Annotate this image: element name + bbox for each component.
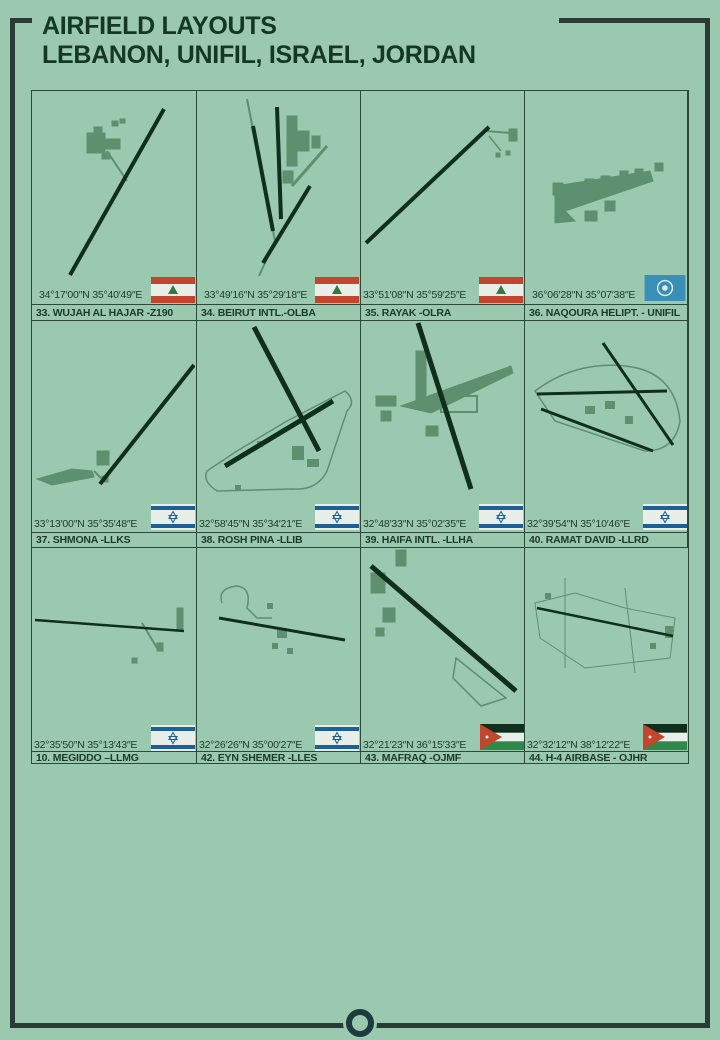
airfield-name: 10. MEGIDDO –LLMG <box>36 752 139 764</box>
coordinates: 33°49′16″N 35°29′18″E <box>204 289 308 301</box>
airfield-name: 37. SHMONA -LLKS <box>36 534 131 546</box>
airfield-map <box>552 162 664 224</box>
airfield-cell-beirut: 33°49′16″N 35°29′18″E 34. BEIRUT INTL.-O… <box>197 91 361 321</box>
label-divider <box>32 304 196 305</box>
airfield-name: 42. EYN SHEMER -LLES <box>201 752 318 764</box>
airfield-cell-rosh-pina: 32°58′45″N 35°34′21″E 38. ROSH PINA -LLI… <box>197 321 361 548</box>
airfield-name: 34. BEIRUT INTL.-OLBA <box>201 307 316 319</box>
label-divider <box>361 751 524 752</box>
coordinates: 32°48′33″N 35°02′35″E <box>363 518 467 530</box>
coordinates: 33°51′08″N 35°59′25″E <box>363 289 467 301</box>
israel-flag-icon <box>315 725 359 751</box>
label-divider <box>197 751 360 752</box>
label-divider <box>525 751 688 752</box>
coordinates: 34°17′00″N 35°40′49″E <box>39 289 143 301</box>
lebanon-flag-icon <box>315 277 359 303</box>
airfield-map <box>369 549 518 707</box>
coordinates: 32°58′45″N 35°34′21″E <box>199 518 303 530</box>
coordinates: 32°35′50″N 35°13′43″E <box>34 739 138 751</box>
page-title: AIRFIELD LAYOUTS LEBANON, UNIFIL, ISRAEL… <box>42 12 476 70</box>
airfield-cell-megiddo: 32°35′50″N 35°13′43″E 10. MEGIDDO –LLMG <box>32 548 197 764</box>
label-divider <box>32 751 196 752</box>
airfield-cell-wujah-al-hajar: 34°17′00″N 35°40′49″E 33. WUJAH AL HAJAR… <box>32 91 197 321</box>
label-divider <box>32 532 196 533</box>
israel-flag-icon <box>643 504 687 530</box>
airfield-name: 44. H-4 AIRBASE - OJHR <box>529 752 648 764</box>
label-divider <box>361 304 524 305</box>
airfield-name: 36. NAQOURA HELIPT. - UNIFIL <box>529 307 680 319</box>
un-flag-icon <box>644 275 686 301</box>
coordinates: 36°06′28″N 35°07′38″E <box>532 289 636 301</box>
airfield-map <box>35 363 195 486</box>
airfield-cell-shmona: 33°13′00″N 35°35′48″E 37. SHMONA -LLKS <box>32 321 197 548</box>
israel-flag-icon <box>479 504 523 530</box>
airfield-name: 35. RAYAK -OLRA <box>365 307 452 319</box>
coordinates: 32°26′26″N 35°00′27″E <box>199 739 303 751</box>
coordinates: 32°21′23″N 36°15′33″E <box>363 739 467 751</box>
airfield-map <box>534 578 676 674</box>
airfield-name: 33. WUJAH AL HAJAR -Z190 <box>36 307 173 319</box>
airfield-map <box>246 98 329 276</box>
lebanon-flag-icon <box>151 277 195 303</box>
coordinates: 32°39′54″N 35°10′46″E <box>527 518 631 530</box>
airfield-map <box>205 325 353 492</box>
jordan-flag-icon <box>480 724 524 750</box>
title-line-2: LEBANON, UNIFIL, ISRAEL, JORDAN <box>42 41 476 69</box>
jordan-flag-icon <box>643 724 687 750</box>
label-divider <box>525 304 687 305</box>
airfield-cell-mafraq: 32°21′23″N 36°15′33″E 43. MAFRAQ -OJMF <box>361 548 525 764</box>
airfield-grid: 34°17′00″N 35°40′49″E 33. WUJAH AL HAJAR… <box>31 90 689 764</box>
israel-flag-icon <box>151 725 195 751</box>
israel-flag-icon <box>315 504 359 530</box>
airfield-cell-naqoura: 36°06′28″N 35°07′38″E 36. NAQOURA HELIPT… <box>525 91 688 321</box>
airfield-cell-h4-airbase: 32°32′12″N 38°12′22″E 44. H-4 AIRBASE - … <box>525 548 688 764</box>
airfield-map <box>364 125 518 245</box>
frame-top-right <box>559 18 710 23</box>
frame-top-left <box>10 18 32 23</box>
publisher-logo-icon <box>343 1006 377 1040</box>
airfield-cell-haifa: 32°48′33″N 35°02′35″E 39. HAIFA INTL. -L… <box>361 321 525 548</box>
airfield-name: 39. HAIFA INTL. -LLHA <box>365 534 473 546</box>
airfield-map <box>375 322 514 490</box>
airfield-map <box>218 585 346 654</box>
airfield-cell-ramat-david: 32°39′54″N 35°10′46″E 40. RAMAT DAVID -L… <box>525 321 688 548</box>
label-divider <box>197 532 360 533</box>
lebanon-flag-icon <box>479 277 523 303</box>
airfield-cell-eyn-shemer: 32°26′26″N 35°00′27″E 42. EYN SHEMER -LL… <box>197 548 361 764</box>
coordinates: 33°13′00″N 35°35′48″E <box>34 518 138 530</box>
israel-flag-icon <box>151 504 195 530</box>
label-divider <box>361 532 524 533</box>
airfield-name: 43. MAFRAQ -OJMF <box>365 752 461 764</box>
frame-right <box>705 18 710 1028</box>
airfield-map <box>68 108 166 276</box>
airfield-map <box>34 607 185 664</box>
airfield-cell-rayak: 33°51′08″N 35°59′25″E 35. RAYAK -OLRA <box>361 91 525 321</box>
title-line-1: AIRFIELD LAYOUTS <box>42 12 277 40</box>
airfield-name: 40. RAMAT DAVID -LLRD <box>529 534 649 546</box>
label-divider <box>197 304 360 305</box>
label-divider <box>525 532 687 533</box>
coordinates: 32°32′12″N 38°12′22″E <box>527 739 631 751</box>
airfield-name: 38. ROSH PINA -LLIB <box>201 534 303 546</box>
airfield-map <box>533 342 681 453</box>
frame-left <box>10 18 15 1028</box>
